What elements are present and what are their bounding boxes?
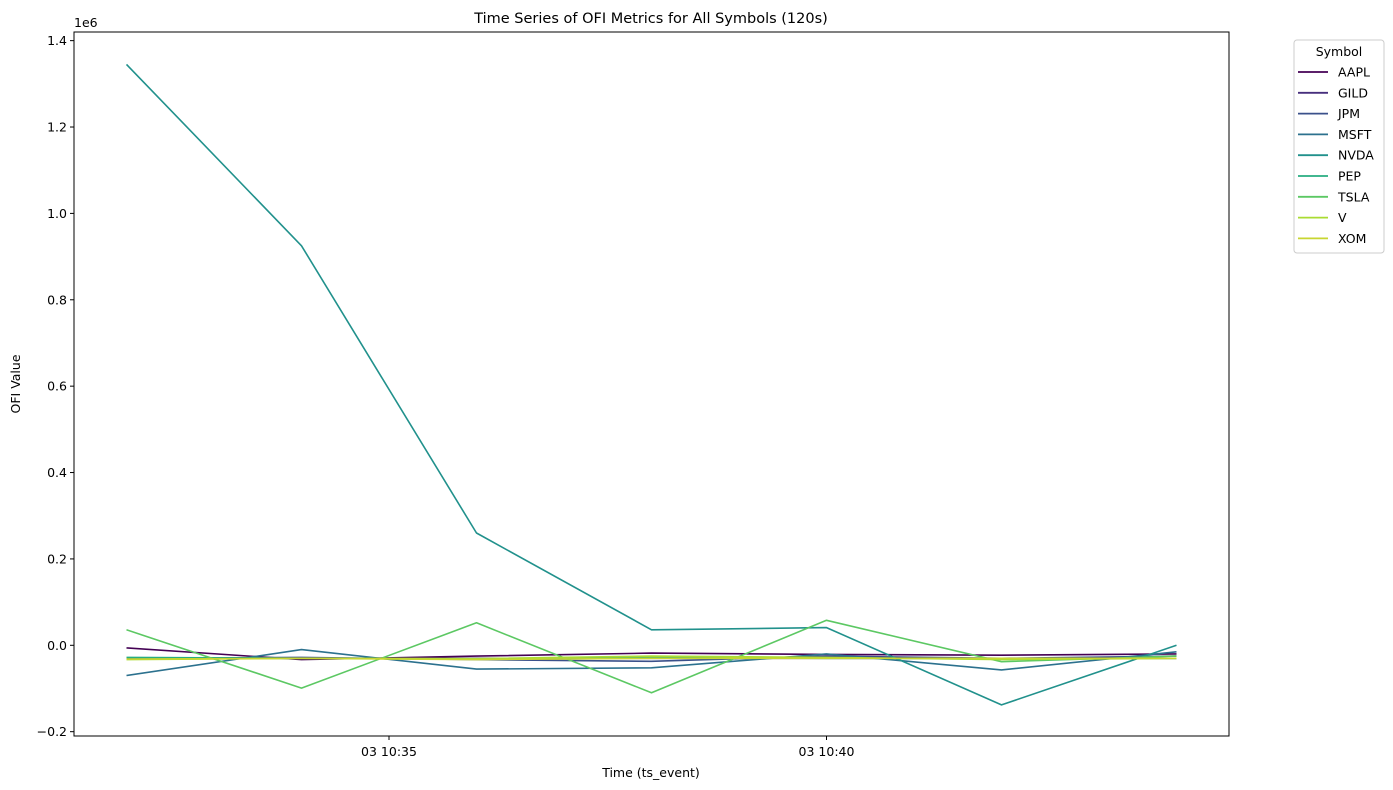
series-line-tsla — [126, 619, 1177, 694]
series-line-aapl — [126, 647, 1177, 661]
x-tick-label: 03 10:35 — [361, 744, 417, 759]
legend-label-gild: GILD — [1338, 85, 1368, 100]
x-axis-ticks: 03 10:35 03 10:40 — [361, 736, 854, 759]
plot-frame — [73, 31, 1230, 737]
series-line-xom — [126, 657, 1177, 661]
legend-label-nvda: NVDA — [1338, 148, 1374, 163]
legend-label-v: V — [1338, 210, 1347, 225]
legend-label-aapl: AAPL — [1338, 65, 1370, 80]
y-offset-label: 1e6 — [74, 15, 98, 30]
series-line-nvda — [125, 63, 1177, 706]
x-tick-label: 03 10:40 — [799, 744, 855, 759]
y-tick-label: −0.2 — [37, 724, 67, 739]
legend-label-tsla: TSLA — [1337, 189, 1370, 204]
legend-label-msft: MSFT — [1338, 127, 1372, 142]
y-axis-ticks: −0.2 0.0 0.2 0.4 0.6 0.8 1.0 1.2 1.4 — [37, 33, 74, 739]
legend-items: AAPL GILD JPM MSFT NVDA PEP TSLA V XOM — [1298, 65, 1374, 246]
y-tick-label: 0.0 — [47, 638, 67, 653]
chart-title: Time Series of OFI Metrics for All Symbo… — [473, 11, 828, 27]
legend-label-jpm: JPM — [1337, 106, 1360, 121]
plot-area — [125, 63, 1177, 706]
legend-label-pep: PEP — [1338, 169, 1361, 184]
y-tick-label: 1.0 — [47, 206, 67, 221]
legend: Symbol AAPL GILD JPM MSFT NVDA PEP TSLA V XOM — [1293, 39, 1385, 254]
y-axis-label: OFI Value — [8, 354, 23, 413]
y-tick-label: 0.6 — [47, 379, 67, 394]
y-tick-label: 0.4 — [47, 465, 67, 480]
legend-title: Symbol — [1316, 44, 1363, 59]
y-tick-label: 1.4 — [47, 33, 67, 48]
y-tick-label: 1.2 — [47, 120, 67, 135]
y-tick-label: 0.8 — [47, 292, 67, 307]
legend-label-xom: XOM — [1338, 231, 1366, 246]
series-line-msft — [126, 648, 1177, 677]
x-axis-label: Time (ts_event) — [601, 765, 700, 780]
y-tick-label: 0.2 — [47, 551, 67, 566]
